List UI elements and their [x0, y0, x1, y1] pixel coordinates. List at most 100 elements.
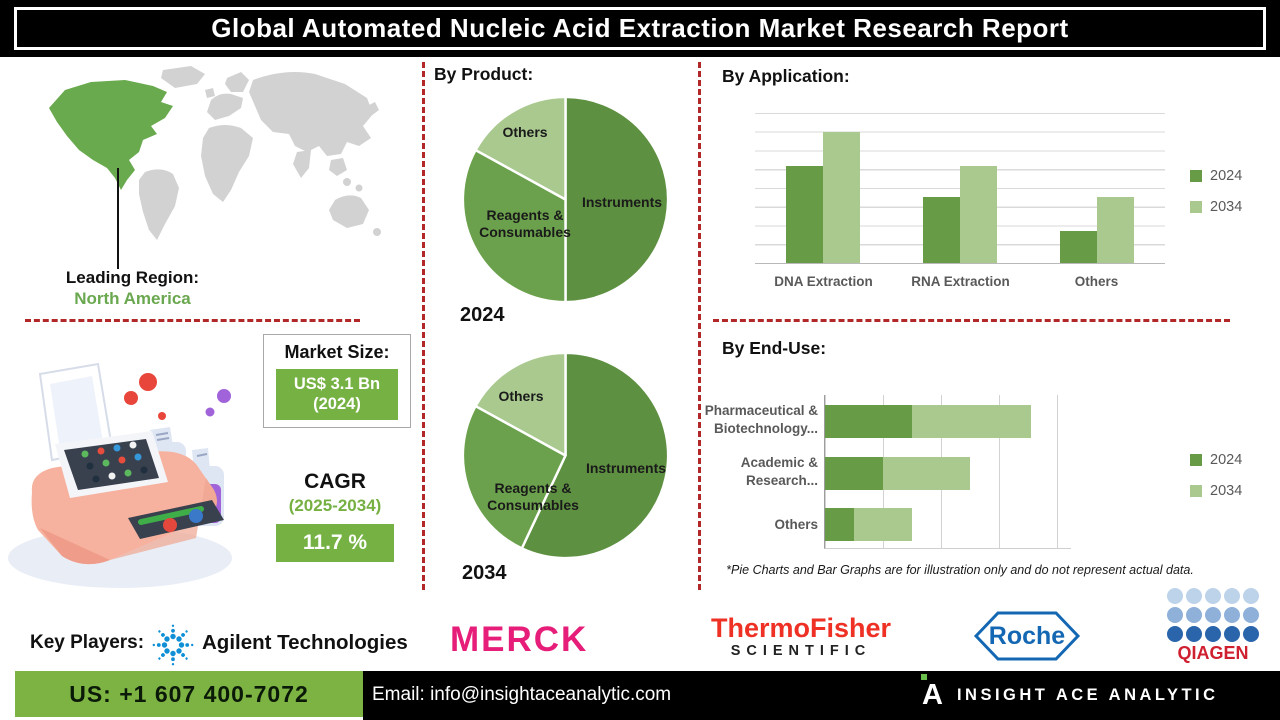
- qiagen-dot: [1224, 588, 1240, 604]
- end-use-label-line: Biotechnology...: [714, 421, 818, 436]
- pie-2024-svg: [461, 95, 670, 304]
- legend-swatch-2034: [1190, 201, 1202, 213]
- cagr-period: (2025-2034): [288, 496, 382, 515]
- cagr-value-box: 11.7 %: [276, 524, 394, 562]
- hbar-2024-academic-research-: [825, 457, 883, 490]
- pie-2024-slice-3: [474, 95, 567, 201]
- end-use-label-pharma: Pharmaceutical & Biotechnology...: [694, 402, 818, 438]
- cagr-label: CAGR: [304, 470, 366, 493]
- logo-roche: Roche: [968, 608, 1086, 664]
- logo-thermo-fisher: ThermoFisher SCIENTIFIC: [695, 614, 907, 659]
- pie-year-2034: 2034: [462, 562, 507, 584]
- end-use-bar-chart: [824, 395, 1071, 549]
- brand-green-dot: [921, 674, 927, 680]
- qiagen-dot: [1167, 626, 1183, 642]
- pie-slice-label-others: Others: [498, 388, 544, 404]
- market-size-year: (2024): [313, 395, 361, 413]
- legend-item-2034: 2034: [1190, 199, 1270, 215]
- bar-2034-others: [1096, 197, 1134, 263]
- bar-2034-dna-extraction: [823, 131, 861, 263]
- contact-email: Email: info@insightaceanalytic.com: [372, 684, 672, 705]
- chart-disclaimer: *Pie Charts and Bar Graphs are for illus…: [726, 563, 1194, 577]
- legend-item-2024: 2024: [1190, 452, 1270, 468]
- pie-2024-slice-2: [461, 148, 567, 304]
- key-players-label: Key Players:: [30, 632, 145, 653]
- leading-region-label: Leading Region:: [65, 268, 200, 287]
- qiagen-dot: [1205, 626, 1221, 642]
- continent-south-america: [139, 169, 179, 240]
- pie-year-2024: 2024: [460, 304, 505, 326]
- qiagen-dot: [1205, 588, 1221, 604]
- pie-slice-label-others: Others: [502, 124, 548, 140]
- continent-asia: [249, 72, 373, 156]
- qiagen-dot: [1224, 626, 1240, 642]
- header-bar: Global Automated Nucleic Acid Extraction…: [0, 0, 1280, 57]
- pie-2024-slice-1: [564, 95, 670, 304]
- legend-swatch-2024: [1190, 170, 1202, 182]
- logo-qiagen-wordmark: QIAGEN: [1177, 643, 1249, 663]
- pie-chart-2024: Instruments Reagents & Consumables Other…: [458, 92, 673, 307]
- qiagen-dot: [1167, 588, 1183, 604]
- legend-label-2024: 2024: [1210, 452, 1243, 468]
- continent-australia: [329, 195, 369, 228]
- island: [355, 184, 363, 192]
- end-use-label-others: Others: [694, 516, 818, 534]
- logo-merck: MERCK: [450, 620, 589, 659]
- legend-swatch-2034: [1190, 485, 1202, 497]
- legend-label-2024: 2024: [1210, 168, 1243, 184]
- pie-slice-label-reagents: Reagents & Consumables: [479, 207, 571, 240]
- divider-dashed-vertical-right: [698, 62, 701, 590]
- region-se-asia: [329, 158, 347, 176]
- category-label-dna-extraction: DNA Extraction: [774, 274, 873, 289]
- pie-slice-label-instruments: Instruments: [581, 194, 663, 210]
- island-nz: [373, 228, 381, 236]
- brand-name: INSIGHT ACE ANALYTIC: [956, 686, 1219, 704]
- continent-europe: [207, 93, 243, 120]
- logo-roche-wordmark: Roche: [988, 621, 1066, 650]
- logo-agilent-technologies: Agilent Technologies: [202, 631, 408, 654]
- footer-bar: US: +1 607 400-7072 Email: info@insighta…: [0, 671, 1280, 720]
- agilent-starburst-icon: [152, 624, 194, 666]
- end-use-legend: 2024 2034: [1190, 452, 1270, 514]
- qiagen-dot: [1186, 588, 1202, 604]
- bar-2034-rna-extraction: [960, 165, 997, 263]
- qiagen-dot: [1167, 607, 1183, 623]
- bar-2024-dna-extraction: [786, 165, 824, 263]
- logo-thermo-fisher-scientific: SCIENTIFIC: [730, 643, 872, 659]
- hbar-2024-others: [825, 508, 854, 541]
- qiagen-dot: [1205, 607, 1221, 623]
- leading-region-value: North America: [74, 289, 191, 308]
- end-use-label-line: Others: [774, 517, 818, 532]
- pie-slice-label-reagents: Reagents & Consumables: [487, 480, 579, 513]
- hbar-2034-academic-research-: [883, 457, 970, 490]
- legend-label-2034: 2034: [1210, 199, 1243, 215]
- application-bar-chart: [755, 113, 1165, 264]
- logo-thermo-fisher-wordmark: ThermoFisher: [710, 613, 892, 643]
- qiagen-dot: [1186, 626, 1202, 642]
- legend-swatch-2024: [1190, 454, 1202, 466]
- pie-2034-slice-1: [520, 351, 670, 560]
- region-uk: [205, 88, 215, 98]
- qiagen-dot: [1224, 607, 1240, 623]
- end-use-label-academic: Academic & Research...: [694, 454, 818, 490]
- region-north-america: [49, 80, 173, 190]
- pie-chart-2034: Instruments Reagents & Consumables Other…: [458, 348, 673, 563]
- qiagen-dot: [1243, 626, 1259, 642]
- legend-item-2024: 2024: [1190, 168, 1270, 184]
- pie-2034-svg: [461, 351, 670, 560]
- divider-dashed-right: [713, 319, 1230, 322]
- end-use-label-line: Academic &: [740, 455, 818, 470]
- hbar-2034-others: [854, 508, 912, 541]
- divider-dashed-vertical-left: [422, 62, 425, 590]
- end-use-label-line: Research...: [745, 473, 818, 488]
- header-frame: Global Automated Nucleic Acid Extraction…: [14, 7, 1266, 50]
- legend-label-2034: 2034: [1210, 483, 1243, 499]
- section-title-by-application: By Application:: [722, 66, 850, 86]
- end-use-label-line: Pharmaceutical &: [704, 403, 818, 418]
- hbar-2024-pharmaceutical-biotechnology-: [825, 405, 912, 438]
- qiagen-dot: [1243, 588, 1259, 604]
- qiagen-dot: [1186, 607, 1202, 623]
- category-label-others: Others: [1074, 274, 1119, 289]
- page-title: Global Automated Nucleic Acid Extraction…: [211, 13, 1069, 43]
